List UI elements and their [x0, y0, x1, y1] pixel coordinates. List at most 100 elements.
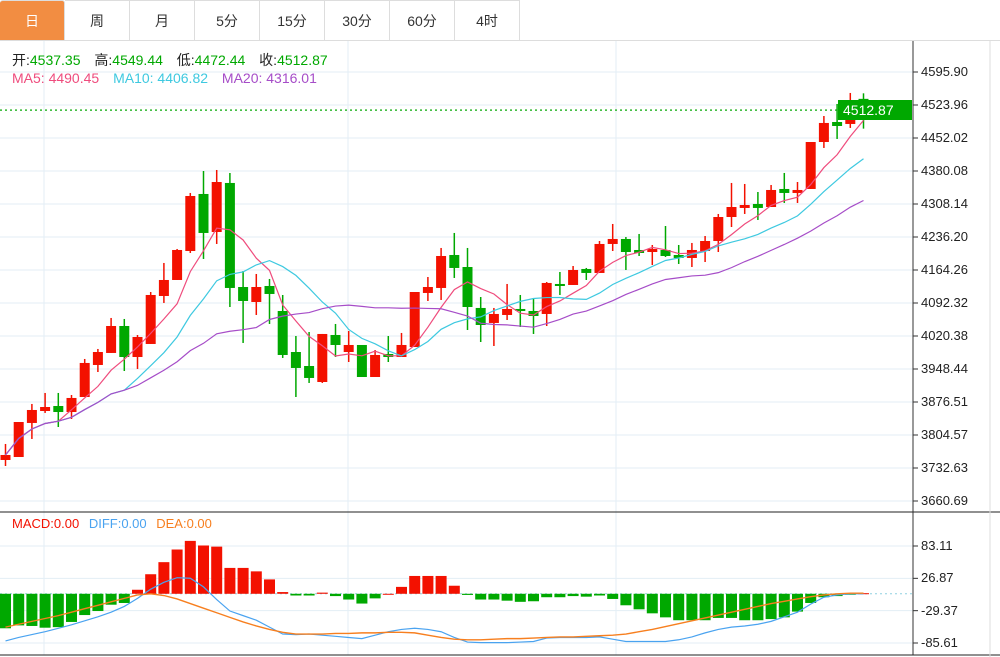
axis-tick-label: 4595.90	[921, 64, 968, 79]
candle-body	[13, 422, 24, 458]
axis-tick-label: 4020.38	[921, 328, 968, 343]
macd-bar	[792, 593, 803, 612]
candle-body	[304, 365, 315, 378]
candle-body	[752, 203, 763, 208]
axis-tick-label: 3876.51	[921, 394, 968, 409]
candle-body	[251, 287, 262, 303]
ma5-legend: MA5: 4490.45	[12, 70, 100, 86]
ma10-line	[5, 158, 864, 456]
macd-bar	[264, 579, 275, 594]
dea-value: DEA:0.00	[156, 516, 212, 531]
candle-body	[779, 188, 790, 193]
macd-bar	[765, 593, 777, 620]
candle-body	[330, 334, 341, 345]
macd-bar	[528, 593, 539, 602]
tab-3[interactable]: 5分	[195, 0, 260, 40]
candle-body	[224, 182, 235, 288]
candle-body	[53, 405, 64, 413]
current-price-tag: 4512.87	[838, 100, 912, 120]
candle-body	[766, 189, 777, 208]
candle-body	[541, 282, 552, 314]
macd-bar	[567, 593, 579, 597]
candle-body	[92, 352, 103, 365]
macd-bar	[356, 593, 368, 604]
candle-body	[264, 285, 275, 294]
candle-body	[409, 292, 420, 348]
macd-bar	[805, 593, 817, 603]
candle-body	[607, 238, 618, 244]
candle-body	[502, 308, 513, 315]
macd-value: MACD:0.00	[12, 516, 80, 531]
candle-body	[462, 267, 473, 308]
macd-bar	[739, 593, 751, 621]
macd-bar	[686, 593, 698, 621]
candle-body	[119, 325, 130, 358]
axis-tick-label: 26.87	[921, 570, 954, 586]
macd-bar	[396, 586, 407, 594]
macd-bar	[726, 593, 737, 618]
macd-bar	[343, 593, 355, 600]
macd-bar	[435, 575, 447, 594]
candle-body	[158, 279, 169, 296]
candle-body	[343, 344, 354, 353]
tab-4[interactable]: 15分	[260, 0, 325, 40]
open-label: 开:	[12, 52, 30, 68]
candle-body	[449, 254, 460, 268]
macd-bar	[633, 593, 645, 610]
macd-bar	[39, 593, 51, 628]
macd-bar	[409, 575, 421, 594]
macd-bar	[224, 567, 236, 594]
tab-2[interactable]: 月	[130, 0, 195, 40]
macd-bar	[0, 593, 11, 629]
macd-bar	[79, 593, 91, 616]
high-label: 高:	[94, 52, 113, 68]
axis-tick-label: 4452.02	[921, 130, 968, 145]
candle-body	[832, 122, 843, 126]
candle-body	[26, 409, 37, 423]
candle-body	[106, 325, 117, 353]
tab-7[interactable]: 4时	[455, 0, 520, 40]
low-label: 低:	[176, 52, 195, 68]
axis-tick-label: 4380.08	[921, 163, 968, 178]
candle-body	[673, 254, 684, 258]
axis-tick-label: 4236.20	[921, 229, 968, 244]
candle-body	[370, 354, 381, 378]
macd-bar	[171, 549, 183, 594]
axis-tick-label: 3732.63	[921, 460, 968, 475]
candle-body	[739, 204, 750, 208]
axis-tick-label: 4092.32	[921, 295, 968, 310]
macd-bar	[26, 593, 38, 626]
macd-bar	[712, 593, 724, 618]
open-value: 4537.35	[29, 52, 81, 68]
candle-body	[422, 287, 433, 293]
candle-body	[620, 238, 631, 253]
macd-bar	[580, 593, 592, 597]
macd-bar	[673, 593, 685, 621]
axis-tick-label: 4308.14	[921, 196, 968, 211]
candle-body	[528, 310, 539, 316]
macd-bar	[198, 545, 209, 594]
candle-body	[396, 344, 407, 358]
candle-body	[515, 308, 526, 311]
axis-tick-label: 83.11	[921, 538, 953, 553]
candle-body	[568, 269, 579, 285]
macd-bar	[316, 592, 328, 594]
tab-6[interactable]: 60分	[390, 0, 455, 40]
ma10-legend: MA10: 4406.82	[113, 70, 209, 86]
macd-bar	[105, 593, 117, 605]
macd-bar	[52, 593, 64, 628]
tab-1[interactable]: 周	[65, 0, 130, 40]
candle-body	[488, 313, 499, 323]
candle-body	[185, 195, 196, 251]
tab-0[interactable]: 日	[0, 0, 65, 40]
macd-bar	[158, 562, 170, 594]
candle-body	[317, 333, 328, 383]
candle-body	[805, 142, 816, 189]
candle-body	[172, 249, 183, 280]
macd-bar	[541, 593, 553, 598]
macd-bar	[620, 593, 632, 606]
macd-bar	[277, 592, 289, 594]
diff-line	[5, 577, 864, 644]
tab-5[interactable]: 30分	[325, 0, 390, 40]
